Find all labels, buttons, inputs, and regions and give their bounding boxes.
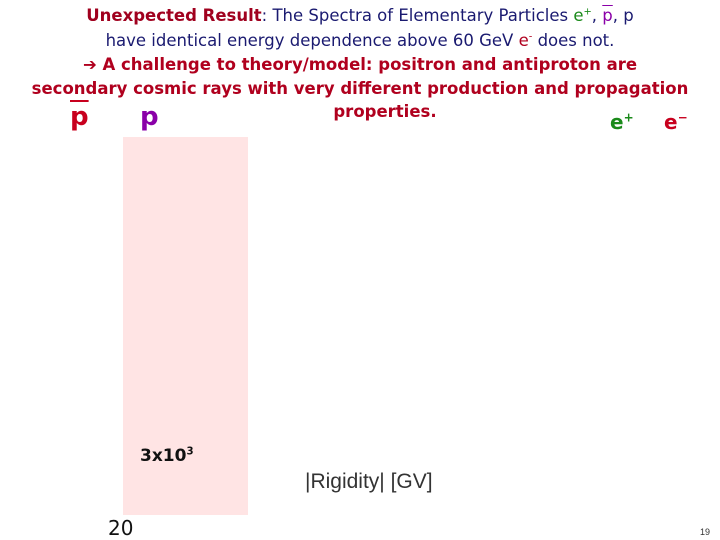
title-line: have identical energy dependence above 6… bbox=[0, 30, 720, 52]
page-number: 19 bbox=[700, 527, 711, 537]
title-emphasis: Unexpected Result bbox=[86, 6, 262, 25]
statement-line: properties. bbox=[333, 102, 437, 121]
antiproton-symbol: p bbox=[602, 6, 613, 25]
antiproton-label: p bbox=[70, 102, 89, 132]
symbol-charge: + bbox=[583, 6, 592, 18]
symbol-charge: - bbox=[528, 31, 533, 43]
title-line: Unexpected Result: The Spectra of Elemen… bbox=[0, 5, 720, 27]
electron-symbol: e- bbox=[519, 31, 533, 50]
positron-label: e+ bbox=[610, 110, 634, 134]
title-text: have identical energy dependence above 6… bbox=[105, 31, 519, 50]
symbol-letter: e bbox=[664, 110, 678, 134]
x-start-label: 20 bbox=[108, 516, 134, 540]
symbol-letter: e bbox=[573, 6, 584, 25]
statement-line: secondary cosmic rays with very differen… bbox=[31, 79, 689, 98]
symbol-letter: e bbox=[518, 31, 529, 50]
title-text: : The Spectra of Elementary Particles bbox=[261, 6, 574, 25]
energy-exponent: 3 bbox=[186, 446, 194, 458]
proton-label: p bbox=[140, 102, 159, 132]
symbol-charge: − bbox=[677, 110, 688, 125]
title-text: does not. bbox=[532, 31, 615, 50]
title-text: , bbox=[591, 6, 603, 25]
electron-label: e− bbox=[664, 110, 688, 134]
statement-line: ➔ A challenge to theory/model: positron … bbox=[82, 55, 638, 74]
x-axis-label: |Rigidity| [GV] bbox=[305, 470, 433, 493]
symbol-letter: e bbox=[610, 110, 624, 134]
energy-label: 3x103 bbox=[140, 446, 194, 466]
positron-symbol: e+ bbox=[573, 6, 591, 25]
highlight-band bbox=[123, 137, 248, 515]
energy-base: 3x10 bbox=[140, 446, 187, 466]
symbol-charge: + bbox=[623, 110, 634, 125]
title-text: , p bbox=[612, 6, 634, 25]
